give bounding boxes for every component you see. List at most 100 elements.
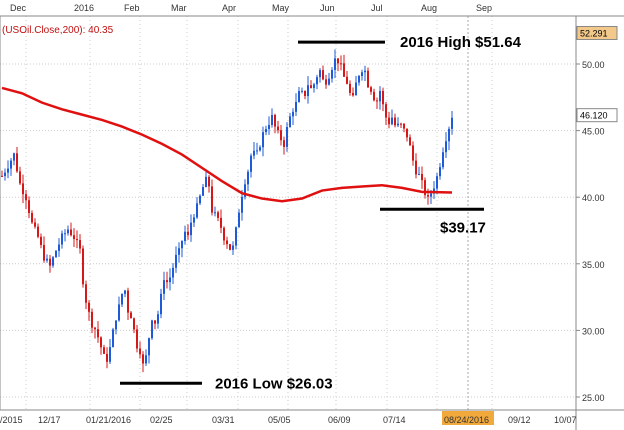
candle-body	[217, 212, 219, 218]
bottom-date-label: 03/31	[212, 415, 235, 425]
candle-body	[91, 311, 93, 328]
candle-body	[109, 347, 111, 362]
candle-body	[289, 116, 291, 127]
candle-body	[364, 70, 366, 73]
candle-body	[232, 245, 234, 250]
indicator-label: (USOil.Close,200): 40.35	[2, 25, 114, 36]
candle-body	[307, 85, 309, 97]
candle-body	[214, 212, 216, 214]
candle-body	[88, 302, 90, 312]
candle-body	[331, 69, 333, 79]
candle-body	[16, 153, 18, 172]
candle-body	[64, 233, 66, 235]
recent-low-annotation: $39.17	[440, 219, 486, 236]
candle-body	[175, 254, 177, 268]
candle-body	[229, 244, 231, 250]
candle-body	[22, 183, 24, 195]
candle-body	[208, 176, 210, 187]
candle-body	[418, 173, 420, 175]
candle-body	[367, 70, 369, 88]
bottom-date-label: 10/07	[554, 415, 577, 425]
candle-body	[76, 238, 78, 241]
top-month-label: Sep	[476, 3, 492, 13]
price-tags: 52.291 46.120	[576, 25, 618, 123]
candle-body	[49, 258, 51, 266]
low-annotation: 2016 Low $26.03	[215, 375, 333, 392]
candle-body	[322, 70, 324, 80]
candle-body	[262, 132, 264, 148]
candle-body	[187, 231, 189, 236]
y-tick-label: 30.00	[582, 326, 605, 336]
candle-body	[211, 186, 213, 213]
candle-body	[37, 226, 39, 237]
candle-body	[346, 76, 348, 84]
candle-body	[130, 312, 132, 319]
candle-body	[334, 58, 336, 70]
candle-body	[424, 180, 426, 196]
candle-body	[85, 284, 87, 303]
candle-body	[52, 257, 54, 266]
candle-body	[412, 145, 414, 161]
y-tick-label: 50.00	[582, 60, 605, 70]
candle-body	[328, 78, 330, 85]
y-tick-label: 40.00	[582, 193, 605, 203]
candle-body	[202, 186, 204, 196]
candle-body	[178, 248, 180, 255]
candle-body	[376, 100, 378, 102]
candle-body	[151, 320, 153, 339]
candle-body	[436, 176, 438, 189]
candle-body	[415, 160, 417, 175]
candle-body	[274, 114, 276, 127]
price-tag-label: 46.120	[580, 111, 608, 121]
candle-body	[142, 354, 144, 364]
candle-body	[136, 329, 138, 349]
candle-body	[355, 82, 357, 96]
candle-body	[4, 172, 6, 176]
candle-body	[313, 84, 315, 89]
candle-body	[349, 83, 351, 93]
candle-body	[223, 227, 225, 241]
candle-body	[199, 195, 201, 204]
candle-body	[184, 231, 186, 241]
top-month-label: 2016	[74, 3, 94, 13]
moving-average-series	[1, 86, 453, 203]
candle-body	[31, 213, 33, 223]
y-tick-label: 25.00	[582, 393, 605, 403]
candle-body	[298, 91, 300, 102]
candle-body	[106, 353, 108, 362]
candle-body	[400, 123, 402, 125]
candle-body	[292, 111, 294, 117]
candle-body	[448, 128, 450, 142]
candle-body	[268, 124, 270, 130]
candle-body	[250, 155, 252, 172]
candle-body	[133, 318, 135, 330]
candle-body	[82, 248, 84, 285]
candle-body	[19, 171, 21, 184]
candle-body	[325, 79, 327, 85]
bottom-date-label: 05/05	[268, 415, 291, 425]
candle-body	[73, 235, 75, 239]
candle-body	[172, 267, 174, 278]
top-month-label: Apr	[222, 3, 236, 13]
bottom-date-label: /2015	[0, 415, 23, 425]
bottom-date-label: 01/21/2016	[86, 415, 131, 425]
top-month-label: May	[272, 3, 290, 13]
candle-body	[388, 117, 390, 125]
candle-body	[139, 348, 141, 355]
candle-body	[97, 329, 99, 338]
candle-body	[340, 63, 342, 65]
candle-body	[370, 87, 372, 92]
candle-body	[397, 123, 399, 126]
bottom-date-label: 07/14	[383, 415, 406, 425]
candle-body	[13, 153, 15, 161]
candle-body	[241, 196, 243, 213]
candle-body	[316, 77, 318, 85]
top-month-label: Jul	[371, 3, 383, 13]
candle-body	[445, 141, 447, 153]
candle-body	[358, 76, 360, 83]
candle-body	[319, 70, 321, 78]
candle-body	[7, 168, 9, 173]
candle-body	[421, 173, 423, 181]
bottom-date-label: 09/12	[508, 415, 531, 425]
candle-body	[373, 91, 375, 101]
